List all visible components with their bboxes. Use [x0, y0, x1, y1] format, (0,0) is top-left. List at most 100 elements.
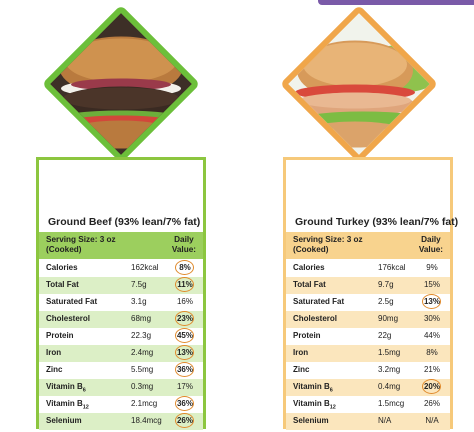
beef-burger-photo [41, 4, 201, 164]
nutrient-subscript: 12 [329, 404, 336, 411]
nutrient-name: Selenium [293, 416, 329, 425]
nutrient-amount: 3.2mg [378, 365, 401, 374]
nutrient-amount: 5.5mg [131, 365, 154, 374]
nutrient-name-text: Vitamin B [46, 382, 83, 391]
nutrient-amount: 162kcal [131, 263, 159, 272]
table-row: Selenium 18.4mcg 26% [39, 413, 203, 430]
turkey-burger-photo [279, 4, 439, 164]
nutrient-subscript: 6 [329, 387, 333, 394]
beef-nutrition-card: Ground Beef (93% lean/7% fat) Serving Si… [36, 157, 206, 430]
serving-line-1: Serving Size: 3 oz [46, 235, 116, 244]
nutrient-name: Cholesterol [46, 314, 91, 323]
table-row: Total Fat 7.5g 11% [39, 277, 203, 294]
daily-value-circle [175, 311, 194, 326]
daily-value-label: Daily Value: [172, 235, 196, 255]
table-row: Cholesterol 90mg 30% [286, 311, 450, 328]
nutrient-name: Cholesterol [293, 314, 338, 323]
daily-value-circle [175, 328, 194, 343]
nutrient-amount: 7.5g [131, 280, 147, 289]
nutrient-name: Vitamin B6 [293, 382, 333, 394]
daily-value: N/A [425, 416, 439, 425]
daily-value-circle [422, 294, 441, 309]
nutrient-amount: 3.1g [131, 297, 147, 306]
nutrient-name: Total Fat [46, 280, 79, 289]
daily-value: 26% [423, 399, 440, 408]
table-row: Zinc 5.5mg 36% [39, 362, 203, 379]
daily-value-label: Daily Value: [419, 235, 443, 255]
serving-size-label: Serving Size: 3 oz (Cooked) [293, 235, 363, 255]
nutrient-name: Vitamin B6 [46, 382, 86, 394]
table-row: Vitamin B12 2.1mcg 36% [39, 396, 203, 413]
nutrient-amount: N/A [378, 416, 392, 425]
card-title: Ground Turkey (93% lean/7% fat) [295, 216, 459, 228]
nutrient-subscript: 6 [82, 387, 86, 394]
table-row: Calories 162kcal 8% [39, 260, 203, 277]
daily-line-2: Value: [418, 245, 443, 254]
serving-line-2: (Cooked) [293, 245, 329, 254]
nutrient-amount: 2.1mcg [131, 399, 158, 408]
card-header: Serving Size: 3 oz (Cooked) Daily Value: [39, 232, 203, 259]
nutrient-amount: 176kcal [378, 263, 406, 272]
nutrient-amount: 0.4mg [378, 382, 401, 391]
nutrient-rows: Calories 162kcal 8% Total Fat 7.5g 11% Satur… [39, 260, 203, 430]
nutrient-amount: 1.5mg [378, 348, 401, 357]
table-row: Selenium N/A N/A [286, 413, 450, 430]
table-row: Iron 1.5mg 8% [286, 345, 450, 362]
nutrient-name: Zinc [293, 365, 310, 374]
table-row: Protein 22.3g 45% [39, 328, 203, 345]
nutrient-name-text: Vitamin B [46, 399, 83, 408]
serving-size-label: Serving Size: 3 oz (Cooked) [46, 235, 116, 255]
beef-burger-illustration [41, 4, 201, 164]
nutrient-amount: 2.4mg [131, 348, 154, 357]
daily-line-1: Daily [421, 235, 441, 244]
daily-value-circle [175, 413, 194, 428]
table-row: Saturated Fat 3.1g 16% [39, 294, 203, 311]
nutrient-name: Calories [293, 263, 325, 272]
nutrient-name: Calories [46, 263, 78, 272]
nutrient-amount: 22g [378, 331, 392, 340]
nutrient-name: Selenium [46, 416, 82, 425]
table-row: Iron 2.4mg 13% [39, 345, 203, 362]
nutrient-amount: 22.3g [131, 331, 152, 340]
daily-value-circle [422, 379, 441, 394]
nutrient-name-text: Vitamin B [293, 399, 330, 408]
top-accent-bar [318, 0, 474, 5]
serving-line-2: (Cooked) [46, 245, 82, 254]
table-row: Total Fat 9.7g 15% [286, 277, 450, 294]
daily-value-circle [175, 345, 194, 360]
daily-value: 15% [423, 280, 440, 289]
daily-value: 17% [176, 382, 193, 391]
turkey-nutrition-card: Ground Turkey (93% lean/7% fat) Serving … [283, 157, 458, 430]
daily-line-2: Value: [171, 245, 196, 254]
nutrient-name: Iron [293, 348, 309, 357]
table-row: Cholesterol 68mg 23% [39, 311, 203, 328]
nutrient-name: Saturated Fat [293, 297, 345, 306]
nutrient-subscript: 12 [82, 404, 89, 411]
daily-value-circle [175, 277, 194, 292]
table-row: Protein 22g 44% [286, 328, 450, 345]
nutrient-name: Protein [46, 331, 74, 340]
table-row: Vitamin B6 0.4mg 20% [286, 379, 450, 396]
daily-value: 44% [423, 331, 440, 340]
nutrient-name: Iron [46, 348, 62, 357]
table-row: Zinc 3.2mg 21% [286, 362, 450, 379]
table-row: Saturated Fat 2.5g 13% [286, 294, 450, 311]
nutrient-name: Protein [293, 331, 321, 340]
nutrient-amount: 18.4mcg [131, 416, 162, 425]
nutrient-name-text: Vitamin B [293, 382, 330, 391]
nutrient-rows: Calories 176kcal 9% Total Fat 9.7g 15% Satur… [286, 260, 450, 430]
nutrient-amount: 9.7g [378, 280, 394, 289]
nutrient-name: Zinc [46, 365, 63, 374]
daily-value: 30% [423, 314, 440, 323]
daily-value: 9% [426, 263, 438, 272]
daily-value-circle [175, 396, 194, 411]
daily-value-circle [175, 260, 194, 275]
nutrient-amount: 2.5g [378, 297, 394, 306]
daily-value: 16% [176, 297, 193, 306]
nutrient-amount: 0.3mg [131, 382, 154, 391]
nutrient-name: Saturated Fat [46, 297, 98, 306]
daily-value: 8% [426, 348, 438, 357]
table-row: Vitamin B12 1.5mcg 26% [286, 396, 450, 413]
serving-line-1: Serving Size: 3 oz [293, 235, 363, 244]
table-row: Vitamin B6 0.3mg 17% [39, 379, 203, 396]
